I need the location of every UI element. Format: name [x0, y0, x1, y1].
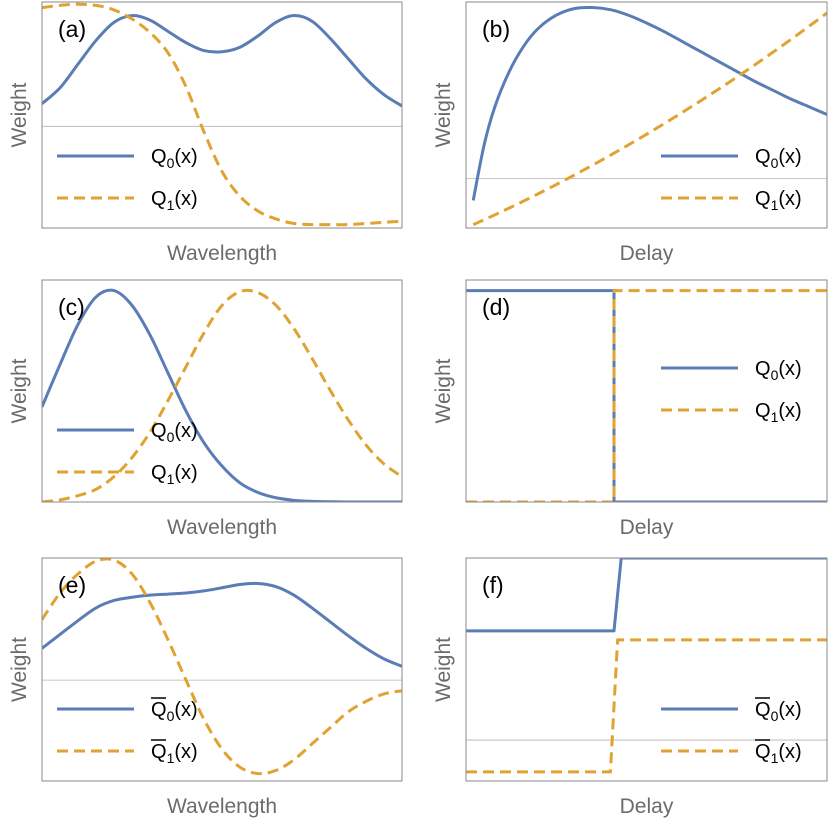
panel-tag: (e) [58, 572, 86, 598]
legend: Q0(x) Q1(x) [661, 146, 802, 213]
series-q0-line [466, 558, 827, 633]
plot-frame [41, 1, 403, 229]
plot-frame [465, 279, 828, 503]
panel-tag: (c) [58, 294, 85, 320]
y-axis-label: Weight [8, 82, 31, 147]
x-axis-label: Wavelength [167, 516, 277, 539]
series-q1-line [42, 2, 402, 227]
legend-label-q0: Q0(x) [151, 699, 198, 724]
legend-label-q0: Q0(x) [151, 420, 198, 445]
panel-d: (d) Delay Weight Q0(x) Q1(x) [432, 279, 828, 539]
x-axis-label: Wavelength [167, 795, 277, 818]
y-axis-label: Weight [432, 637, 455, 702]
series-q0-line [42, 288, 402, 502]
panel-tag: (b) [482, 16, 510, 42]
series-q1-line [42, 558, 402, 776]
series-q1-line [472, 11, 827, 227]
legend-label-q1: Q1(x) [755, 400, 802, 425]
x-axis-label: Delay [620, 242, 674, 265]
legend: Q0(x) Q1(x) [661, 697, 802, 766]
y-axis-label: Weight [8, 637, 31, 702]
plot-frame [41, 279, 403, 503]
legend-label-q0: Q0(x) [755, 699, 802, 724]
x-axis-label: Delay [620, 516, 674, 539]
panel-tag: (f) [482, 572, 504, 598]
y-axis-label: Weight [8, 358, 31, 423]
series-q0-line [42, 14, 402, 108]
legend-label-q1: Q1(x) [755, 741, 802, 766]
series-q0-line [42, 581, 402, 668]
panel-e: (e) Wavelength Weight Q0(x) Q1(x) [8, 557, 403, 818]
panel-f: (f) Delay Weight Q0(x) Q1(x) [432, 557, 828, 818]
series-q0-line [466, 289, 827, 502]
series-q1-line [466, 289, 827, 502]
legend-label-q1: Q1(x) [151, 462, 198, 487]
series-q1-line [466, 638, 827, 774]
plot-frame [465, 557, 828, 782]
panel-a: (a) Wavelength Weight Q0(x) Q1(x) [8, 1, 403, 265]
legend-label-q0: Q0(x) [755, 146, 802, 171]
legend: Q0(x) Q1(x) [57, 697, 198, 766]
legend: Q0(x) Q1(x) [661, 358, 802, 425]
x-axis-label: Delay [620, 795, 674, 818]
legend-label-q1: Q1(x) [755, 188, 802, 213]
legend-label-q0: Q0(x) [151, 146, 198, 171]
plot-frame [41, 557, 403, 782]
x-axis-label: Wavelength [167, 242, 277, 265]
panel-c: (c) Wavelength Weight Q0(x) Q1(x) [8, 279, 403, 539]
legend: Q0(x) Q1(x) [57, 146, 198, 213]
legend: Q0(x) Q1(x) [57, 420, 198, 487]
panel-b: (b) Delay Weight Q0(x) Q1(x) [432, 1, 828, 265]
legend-label-q0: Q0(x) [755, 358, 802, 383]
panel-tag: (d) [482, 294, 510, 320]
plot-frame [465, 1, 828, 229]
legend-label-q1: Q1(x) [151, 741, 198, 766]
series-q0-line [471, 5, 827, 201]
legend-label-q1: Q1(x) [151, 188, 198, 213]
series-q1-line [42, 288, 402, 502]
y-axis-label: Weight [432, 82, 455, 147]
panel-tag: (a) [58, 16, 86, 42]
y-axis-label: Weight [432, 358, 455, 423]
